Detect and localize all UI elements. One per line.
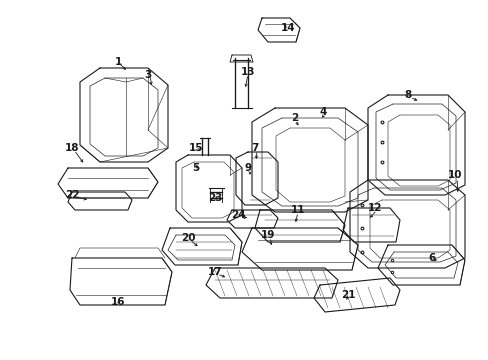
Text: 21: 21 [340, 290, 354, 300]
Text: 3: 3 [144, 70, 151, 80]
Text: 5: 5 [192, 163, 199, 173]
Text: 16: 16 [110, 297, 125, 307]
Text: 19: 19 [260, 230, 275, 240]
Text: 1: 1 [114, 57, 122, 67]
Text: 17: 17 [207, 267, 222, 277]
Text: 13: 13 [240, 67, 255, 77]
Text: 6: 6 [427, 253, 435, 263]
Text: 15: 15 [188, 143, 203, 153]
Text: 24: 24 [230, 210, 245, 220]
Text: 11: 11 [290, 205, 305, 215]
Text: 7: 7 [251, 143, 258, 153]
Text: 23: 23 [207, 193, 222, 203]
Text: 4: 4 [319, 107, 326, 117]
Text: 9: 9 [244, 163, 251, 173]
Text: 18: 18 [64, 143, 79, 153]
Text: 14: 14 [280, 23, 295, 33]
Text: 8: 8 [404, 90, 411, 100]
Text: 10: 10 [447, 170, 461, 180]
Text: 20: 20 [181, 233, 195, 243]
Text: 22: 22 [64, 190, 79, 200]
Text: 2: 2 [291, 113, 298, 123]
Text: 12: 12 [367, 203, 382, 213]
